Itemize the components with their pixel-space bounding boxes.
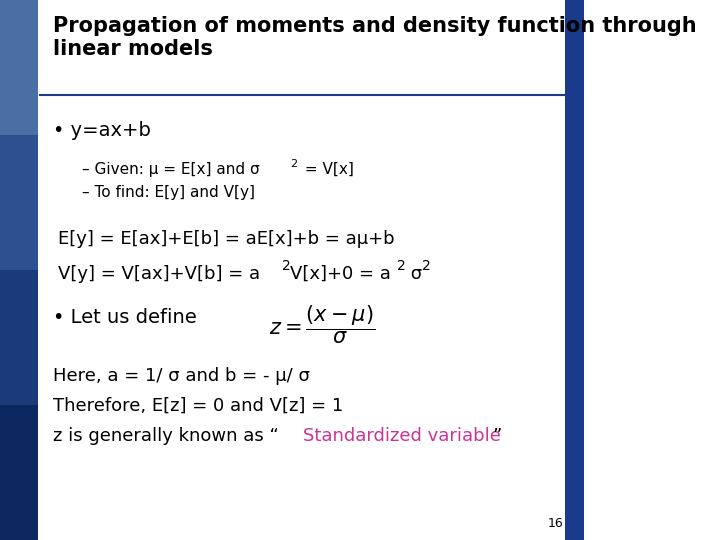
Text: 2: 2 <box>290 159 297 169</box>
Text: ”: ” <box>492 427 502 444</box>
FancyBboxPatch shape <box>0 0 38 135</box>
FancyBboxPatch shape <box>565 0 584 540</box>
Text: = V[x]: = V[x] <box>300 162 354 177</box>
Text: Propagation of moments and density function through
linear models: Propagation of moments and density funct… <box>53 16 696 59</box>
Text: E[y] = E[ax]+E[b] = aE[x]+b = aμ+b: E[y] = E[ax]+E[b] = aE[x]+b = aμ+b <box>58 230 395 247</box>
Text: • y=ax+b: • y=ax+b <box>53 122 150 140</box>
FancyBboxPatch shape <box>0 135 38 270</box>
Text: σ: σ <box>405 265 422 282</box>
FancyBboxPatch shape <box>0 405 38 540</box>
Text: z is generally known as “: z is generally known as “ <box>53 427 279 444</box>
Text: 16: 16 <box>548 517 564 530</box>
Text: • Let us define: • Let us define <box>53 308 197 327</box>
Text: – To find: E[y] and V[y]: – To find: E[y] and V[y] <box>82 185 255 200</box>
Text: 2: 2 <box>422 259 431 273</box>
Text: 2: 2 <box>282 259 291 273</box>
Text: Standardized variable: Standardized variable <box>302 427 500 444</box>
FancyBboxPatch shape <box>0 270 38 405</box>
Text: 2: 2 <box>397 259 405 273</box>
Text: V[y] = V[ax]+V[b] = a: V[y] = V[ax]+V[b] = a <box>58 265 261 282</box>
Text: V[x]+0 = a: V[x]+0 = a <box>290 265 391 282</box>
Text: $z = \dfrac{(x - \mu)}{\sigma}$: $z = \dfrac{(x - \mu)}{\sigma}$ <box>269 303 375 346</box>
Text: Therefore, E[z] = 0 and V[z] = 1: Therefore, E[z] = 0 and V[z] = 1 <box>53 397 343 415</box>
Text: Here, a = 1/ σ and b = - μ/ σ: Here, a = 1/ σ and b = - μ/ σ <box>53 367 310 385</box>
Text: – Given: μ = E[x] and σ: – Given: μ = E[x] and σ <box>82 162 259 177</box>
